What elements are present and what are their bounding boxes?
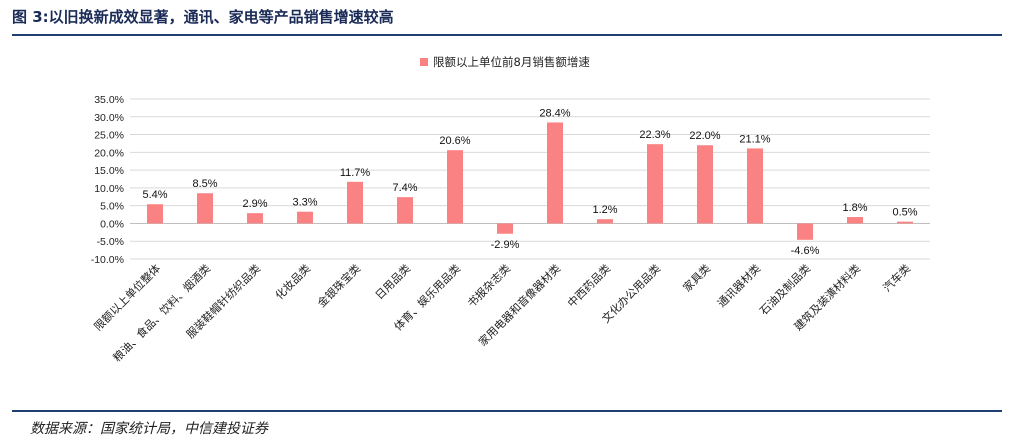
bar xyxy=(347,181,363,224)
data-label: 21.1% xyxy=(739,133,770,145)
y-tick-label: 25.0% xyxy=(94,130,124,142)
data-label: -2.9% xyxy=(491,239,520,251)
bar xyxy=(897,221,913,224)
legend-swatch xyxy=(420,58,428,66)
y-tick-label: -10.0% xyxy=(91,254,124,266)
bar xyxy=(647,144,663,224)
bar xyxy=(147,204,163,224)
y-tick-label: 5.0% xyxy=(100,201,124,213)
y-tick-label: 15.0% xyxy=(94,165,124,177)
y-tick-label: 0.0% xyxy=(100,218,124,230)
x-tick-label: 通讯器材类 xyxy=(714,261,763,310)
y-tick-label: -5.0% xyxy=(97,236,124,248)
data-label: 11.7% xyxy=(340,167,371,179)
bar-chart: 35.0% 30.0% 25.0% 20.0% 15.0% 10.0% 5.0% 0.0% -5… xyxy=(91,94,930,364)
legend-label: 限额以上单位前8月销售额增速 xyxy=(433,55,590,69)
y-tick-label: 35.0% xyxy=(94,94,124,106)
x-tick-label: 书报杂志类 xyxy=(464,261,513,310)
bar xyxy=(447,150,463,224)
bar xyxy=(297,211,313,224)
bar xyxy=(847,217,863,224)
y-tick-label: 20.0% xyxy=(94,147,124,159)
data-label: 5.4% xyxy=(142,189,167,201)
x-tick-label: 金银珠宝类 xyxy=(314,261,363,310)
data-label: 22.3% xyxy=(639,129,670,141)
x-tick-label: 日用品类 xyxy=(372,261,413,302)
bar xyxy=(597,219,613,224)
data-label: 3.3% xyxy=(292,197,317,209)
x-tick-label: 汽车类 xyxy=(880,261,913,294)
x-tick-label: 粮油、食品、饮料、烟酒类 xyxy=(110,261,213,364)
chart-legend: 限额以上单位前8月销售额增速 xyxy=(420,54,590,70)
x-tick-label: 家用电器和音像器材类 xyxy=(475,261,563,349)
data-label: 28.4% xyxy=(539,107,570,119)
x-tick-label: 化妆品类 xyxy=(272,261,313,302)
data-source-note: 数据来源：国家统计局，中信建投证券 xyxy=(30,421,268,437)
x-tick-label: 石油及制品类 xyxy=(757,261,814,318)
bar xyxy=(497,223,513,234)
figure-title: 图 3:以旧换新成效显著，通讯、家电等产品销售增速较高 xyxy=(12,8,394,26)
y-tick-label: 30.0% xyxy=(94,112,124,124)
bar xyxy=(247,213,263,224)
top-rule xyxy=(12,34,1002,36)
bar xyxy=(697,145,713,224)
data-label: 7.4% xyxy=(392,182,417,194)
bottom-rule xyxy=(12,410,1002,412)
data-label: 8.5% xyxy=(192,178,217,190)
data-label: 2.9% xyxy=(242,198,267,210)
x-tick-label: 中西药品类 xyxy=(564,261,613,310)
data-label: 20.6% xyxy=(439,135,470,147)
data-label: 0.5% xyxy=(892,207,917,219)
bar xyxy=(197,193,213,224)
bar xyxy=(747,148,763,224)
data-label: 1.8% xyxy=(842,202,867,214)
x-tick-label: 家具类 xyxy=(680,261,713,294)
data-label: 22.0% xyxy=(689,130,720,142)
bar xyxy=(797,223,813,240)
y-tick-label: 10.0% xyxy=(94,183,124,195)
bar xyxy=(547,122,563,224)
data-label: -4.6% xyxy=(791,245,820,257)
data-label: 1.2% xyxy=(592,204,617,216)
bar xyxy=(397,197,413,224)
